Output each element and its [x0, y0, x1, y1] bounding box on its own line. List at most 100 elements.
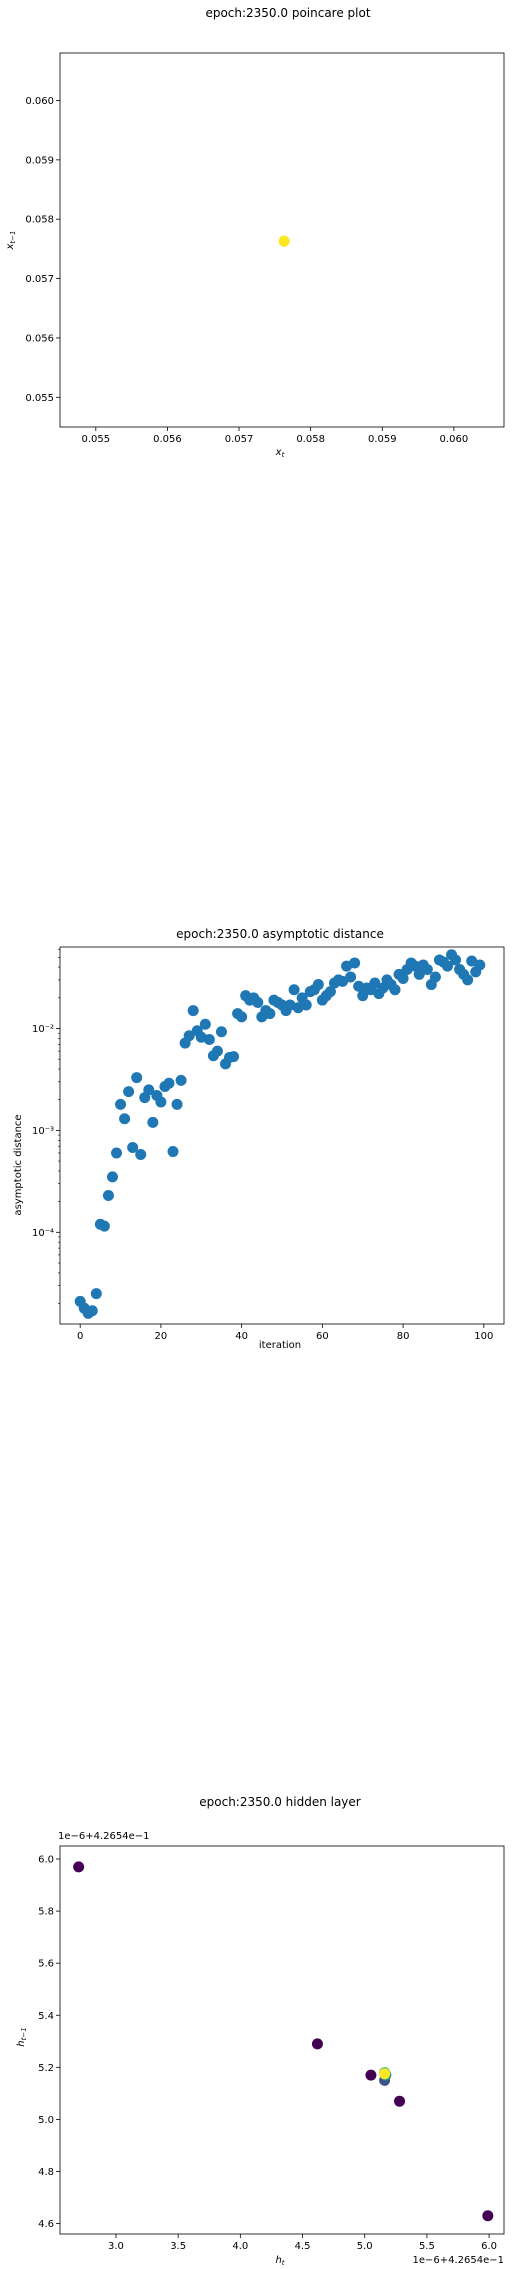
data-point — [462, 974, 474, 986]
data-point — [441, 960, 453, 972]
data-point — [482, 2210, 494, 2222]
data-point — [183, 1030, 195, 1042]
data-point — [337, 975, 349, 987]
y-axis-label: ht−1 — [16, 2027, 28, 2046]
data-point — [409, 960, 421, 972]
x-tick-label: 4.5 — [295, 2241, 311, 2252]
data-point — [155, 1096, 167, 1108]
data-point — [345, 971, 357, 983]
y-tick-label: 4.8 — [38, 2167, 54, 2178]
x-tick-label: 5.0 — [357, 2241, 373, 2252]
chart-title: epoch:2350.0 hidden layer — [199, 1795, 361, 1809]
data-point — [106, 1171, 118, 1183]
y-tick-label: 0.058 — [25, 215, 54, 226]
x-tick-label: 0.055 — [81, 434, 110, 445]
data-point — [187, 1005, 199, 1017]
data-point — [203, 1034, 215, 1046]
data-point — [394, 2095, 406, 2107]
y-tick-label: 0.055 — [25, 393, 54, 404]
axes-frame — [59, 946, 505, 1325]
x-tick-label: 0.059 — [368, 434, 397, 445]
data-point — [252, 997, 264, 1009]
data-point — [73, 1861, 85, 1873]
data-point — [215, 1026, 227, 1038]
y-tick-label: 0.060 — [25, 96, 54, 107]
y-offset-text: 1e−6+4.2654e−1 — [58, 1831, 150, 1842]
axes-frame — [59, 1845, 505, 2235]
x-tick-label: 0.058 — [296, 434, 325, 445]
data-point — [300, 999, 312, 1011]
x-axis-label: iteration — [259, 1340, 301, 1351]
data-point — [365, 2069, 377, 2081]
data-point — [429, 971, 441, 983]
y-tick-label: 10⁻³ — [32, 1126, 54, 1137]
y-tick-label: 6.0 — [38, 1855, 54, 1866]
x-tick-label: 3.0 — [108, 2241, 124, 2252]
y-tick-label: 5.4 — [38, 2011, 54, 2022]
data-point — [264, 1008, 276, 1020]
data-point — [199, 1018, 211, 1030]
chart-title: epoch:2350.0 asymptotic distance — [176, 927, 384, 941]
data-point — [135, 1149, 147, 1161]
x-tick-label: 0.056 — [153, 434, 182, 445]
x-tick-label: 4.0 — [232, 2241, 248, 2252]
data-point — [123, 1086, 135, 1098]
x-tick-label: 0.057 — [225, 434, 254, 445]
x-tick-label: 60 — [316, 1331, 329, 1342]
y-axis-label: asymptotic distance — [13, 1114, 24, 1215]
data-point — [127, 1141, 139, 1153]
axes-frame — [59, 52, 505, 428]
y-tick-label: 0.059 — [25, 155, 54, 166]
data-point — [98, 1220, 110, 1232]
y-tick-label: 5.2 — [38, 2063, 54, 2074]
data-point — [311, 2038, 323, 2050]
y-tick-label: 4.6 — [38, 2219, 54, 2230]
x-offset-text: 1e−6+4.2654e−1 — [412, 2255, 504, 2266]
data-point — [236, 1011, 248, 1023]
data-point — [171, 1098, 183, 1110]
x-tick-label: 80 — [397, 1331, 410, 1342]
data-point — [119, 1113, 131, 1125]
data-point — [349, 957, 361, 969]
x-tick-label: 0 — [77, 1331, 83, 1342]
x-tick-label: 0.060 — [440, 434, 469, 445]
data-point — [450, 954, 462, 966]
data-point — [86, 1305, 98, 1317]
data-point — [288, 984, 300, 996]
x-tick-label: 20 — [155, 1331, 168, 1342]
data-point — [369, 977, 381, 989]
data-point — [175, 1074, 187, 1086]
data-point — [389, 984, 401, 996]
y-tick-label: 0.057 — [25, 274, 54, 285]
y-tick-label: 0.056 — [25, 333, 54, 344]
y-tick-label: 5.0 — [38, 2115, 54, 2126]
x-axis-label: ht — [275, 2255, 284, 2267]
hidden-layer-chart: epoch:2350.0 hidden layer 1e−6+4.2654e−1… — [16, 1795, 505, 2267]
y-tick-label: 10⁻² — [32, 1024, 54, 1035]
poincare-plot-chart: epoch:2350.0 poincare plot 0.055 0.056 0.0… — [5, 6, 505, 459]
data-point — [90, 1288, 102, 1300]
y-tick-label: 10⁻⁴ — [32, 1228, 54, 1239]
x-axis-label: xt — [275, 447, 285, 459]
data-point — [167, 1146, 179, 1158]
data-point — [421, 963, 433, 975]
x-tick-label: 6.0 — [481, 2241, 497, 2252]
data-point — [324, 986, 336, 998]
data-point — [143, 1084, 155, 1096]
data-point — [278, 235, 290, 247]
data-point — [228, 1051, 240, 1063]
chart-title: epoch:2350.0 poincare plot — [205, 6, 370, 20]
data-point — [111, 1147, 123, 1159]
data-point — [397, 972, 409, 984]
data-point — [211, 1045, 223, 1057]
x-tick-label: 100 — [474, 1331, 493, 1342]
data-point — [102, 1189, 114, 1201]
data-point — [147, 1116, 159, 1128]
data-point — [115, 1098, 127, 1110]
y-tick-label: 5.6 — [38, 1959, 54, 1970]
x-tick-label: 3.5 — [170, 2241, 186, 2252]
y-tick-label: 5.8 — [38, 1907, 54, 1918]
x-tick-label: 5.5 — [419, 2241, 435, 2252]
x-tick-label: 40 — [235, 1331, 248, 1342]
data-point — [413, 968, 425, 980]
